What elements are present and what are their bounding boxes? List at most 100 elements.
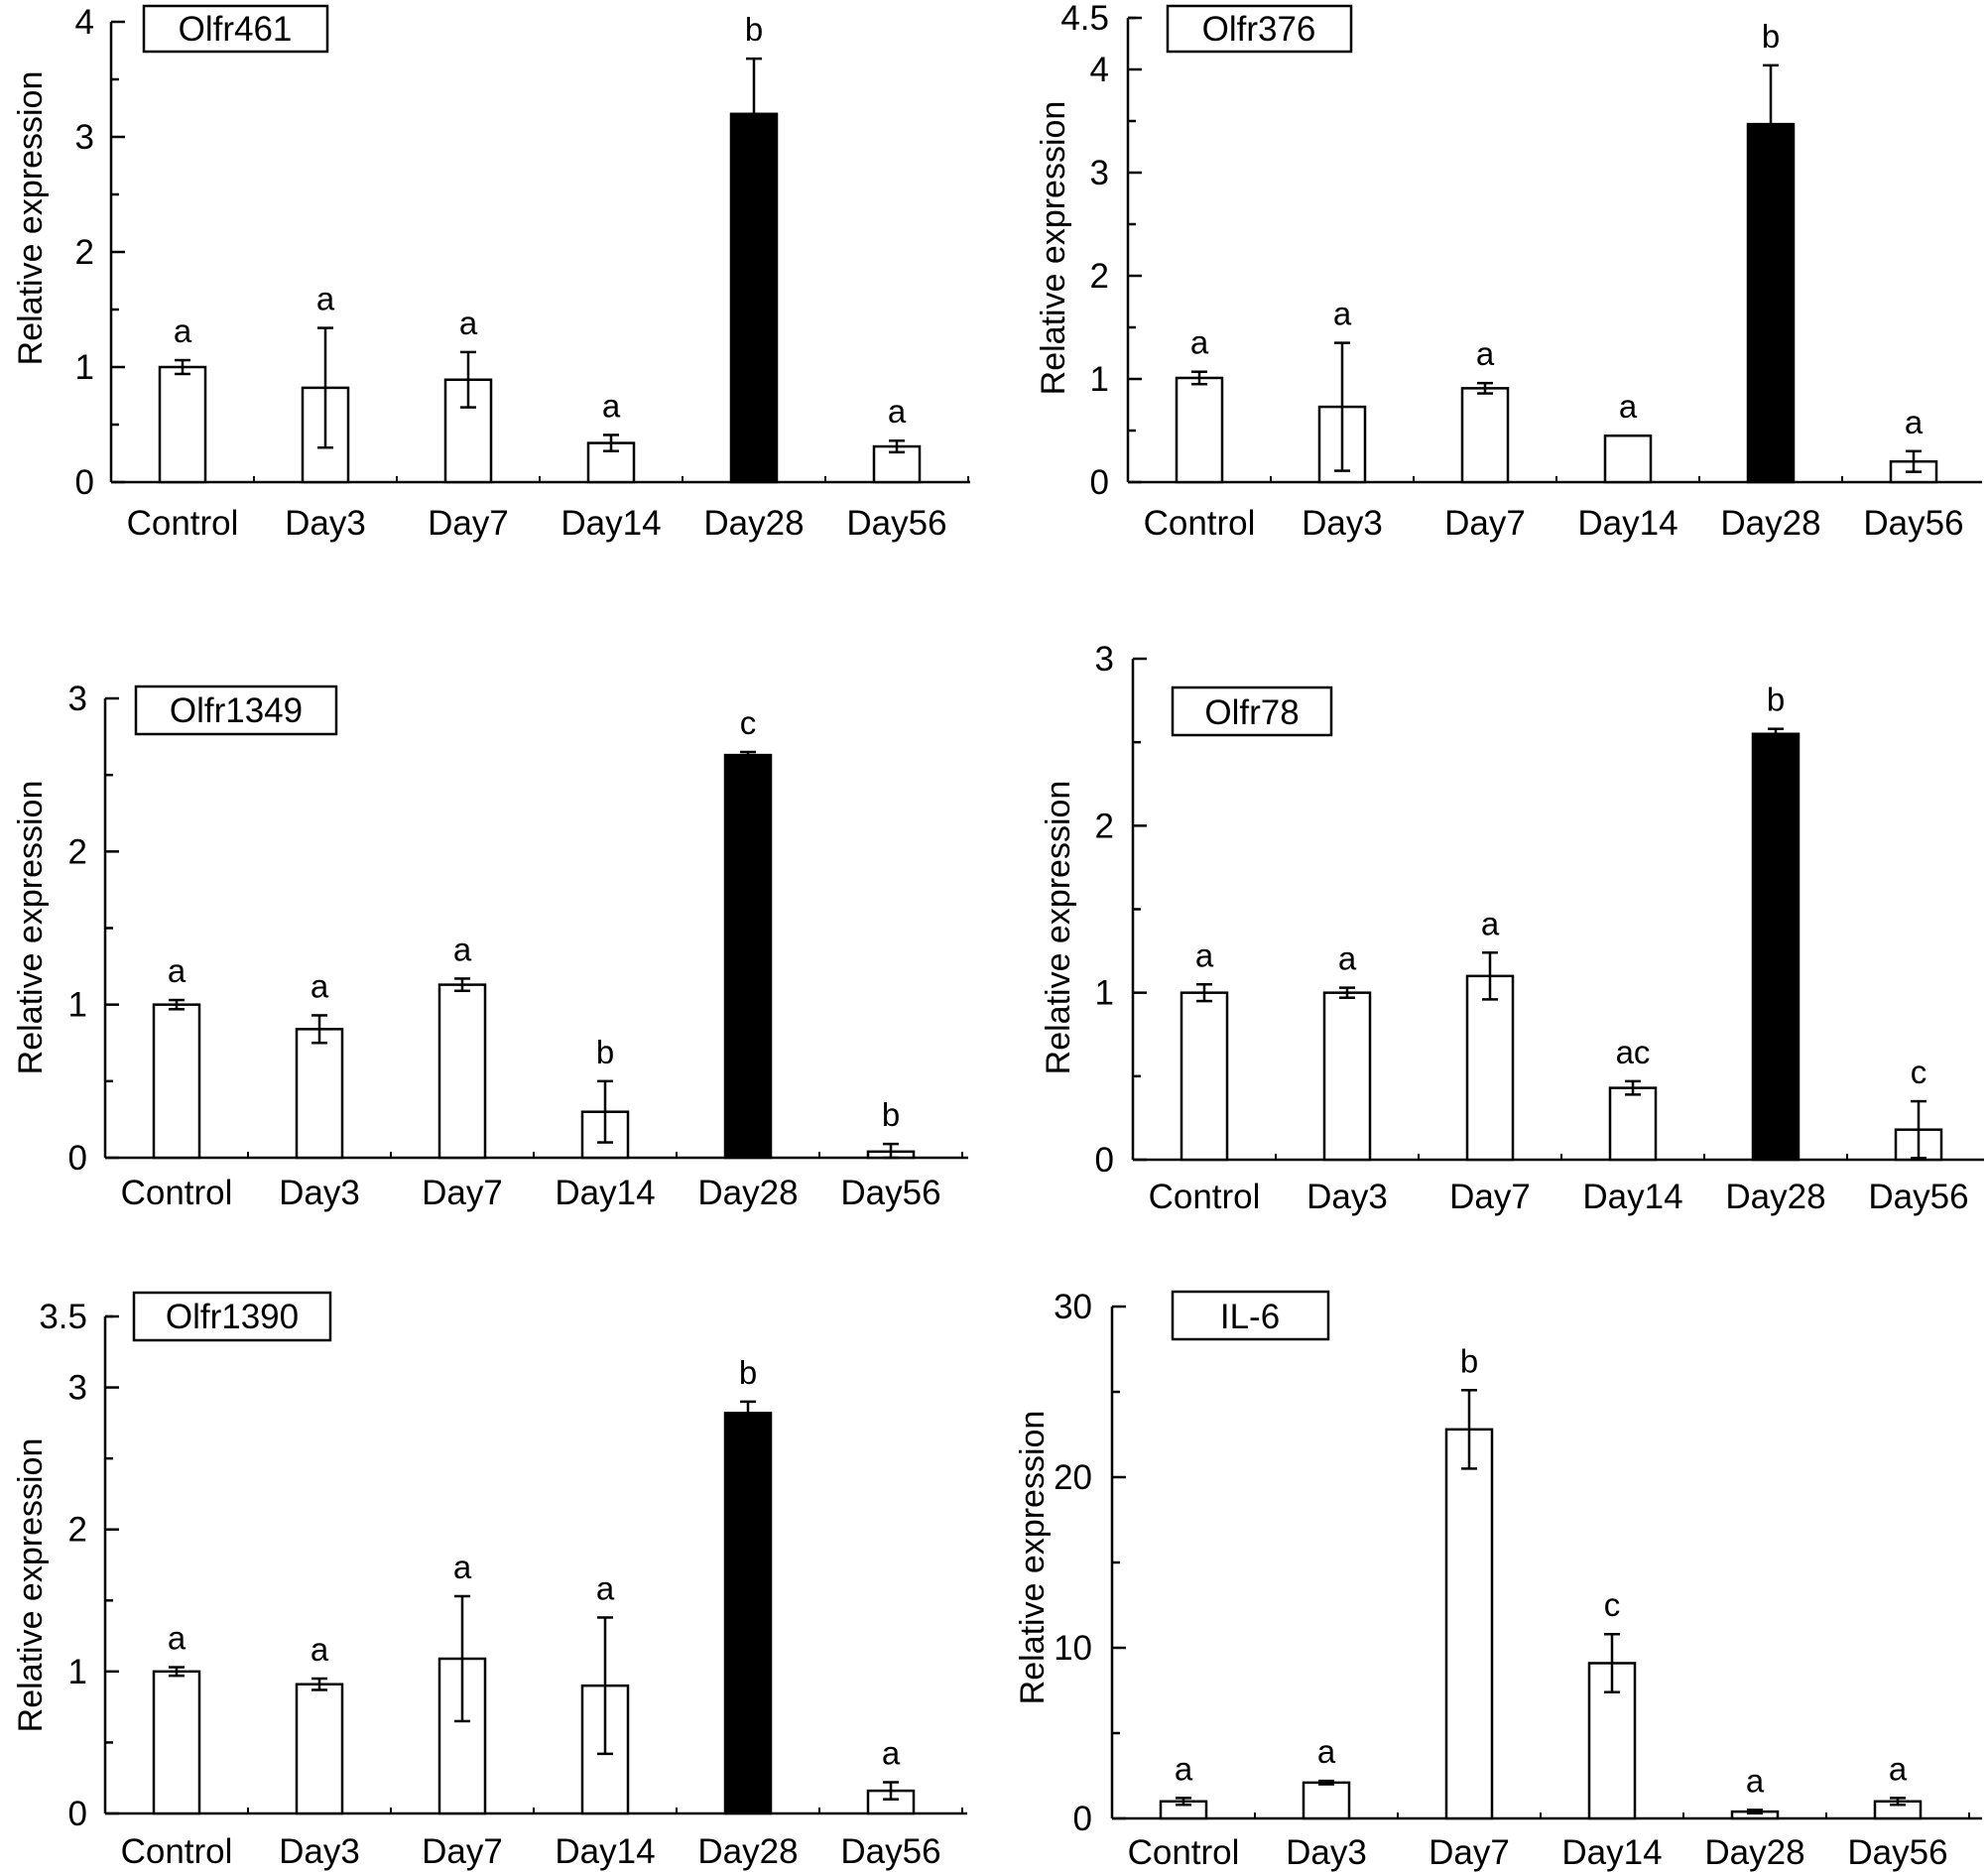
bar-day28 [1751,732,1801,1162]
significance-label: a [168,952,186,989]
significance-label: b [1460,1342,1478,1379]
significance-label: a [1190,324,1209,361]
category-label: Day14 [555,1174,655,1212]
bar-day3 [295,1028,344,1160]
significance-label: a [596,1569,615,1606]
category-label: Day3 [1302,504,1383,543]
category-label: Day3 [1306,1178,1388,1216]
y-tick-label: 2 [75,233,94,272]
y-tick-label: 3 [75,118,94,157]
category-label: Day14 [1577,504,1677,543]
bar-day14 [1603,434,1653,484]
y-axis-label: Relative expression [12,781,50,1075]
bar-day7 [1460,387,1510,484]
y-tick-label: 30 [1054,1288,1092,1326]
y-tick-label: 0 [1073,1800,1092,1838]
significance-label: a [316,281,335,317]
category-label: Day7 [1444,504,1526,543]
gene-title-box [1171,686,1333,737]
category-label: Day7 [1429,1833,1510,1872]
y-tick-label: 1 [75,348,94,387]
y-axis-label: Relative expression [1014,1411,1052,1705]
category-label: Day7 [422,1832,503,1871]
significance-label: a [888,393,907,430]
category-label: Day56 [840,1832,940,1871]
bar-control [1180,991,1229,1162]
category-label: Day14 [1582,1178,1682,1216]
significance-label: b [882,1096,900,1133]
bar-day14 [1608,1086,1658,1162]
significance-label: a [1338,940,1357,977]
gene-title-box [134,685,338,736]
y-tick-label: 3 [1090,154,1109,192]
category-label: Day3 [1286,1833,1367,1872]
bar-day28 [723,1412,773,1815]
panel-3: 0 1 2 3 Relative expression Olfr1349 a Control a… [12,680,968,1212]
category-label: Control [1128,1833,1240,1872]
y-tick-label: 3 [68,680,87,718]
bar-day7 [437,983,487,1160]
y-axis-label: Relative expression [1035,101,1072,396]
category-label: Control [1144,504,1256,543]
bar-control [152,1670,201,1815]
significance-label: c [1604,1586,1621,1623]
y-axis-label: Relative expression [1040,781,1077,1075]
y-tick-label: 4 [1090,51,1109,89]
significance-label: ac [1616,1034,1651,1070]
panel-4: 0 1 2 3 Relative expression Olfr78 a Control a Da… [1040,640,1984,1216]
y-tick-label: 3 [68,1369,87,1408]
y-tick-label: 0 [75,463,94,502]
category-label: Day28 [697,1832,798,1871]
significance-label: c [740,704,757,741]
category-label: Day7 [1449,1178,1531,1216]
y-tick-label: 4.5 [1060,0,1109,38]
gene-title-box [142,4,329,54]
significance-label: a [1333,296,1352,332]
significance-label: b [739,1354,757,1391]
y-tick-label: 20 [1054,1458,1092,1497]
gene-title: Olfr78 [1204,693,1299,732]
y-tick-label: 1 [1090,360,1109,399]
y-tick-label: 1 [68,986,87,1025]
significance-label: a [1317,1733,1336,1770]
gene-title: IL-6 [1220,1298,1280,1336]
y-tick-label: 0 [68,1139,87,1178]
significance-label: a [311,1631,329,1668]
significance-label: a [174,312,192,349]
category-label: Control [127,504,239,543]
category-label: Control [121,1832,233,1871]
gene-title: Olfr376 [1202,10,1316,49]
significance-label: b [745,11,763,48]
category-label: Day3 [279,1174,360,1212]
significance-label: c [1911,1054,1927,1090]
significance-label: a [882,1735,901,1772]
category-label: Day14 [560,504,661,543]
significance-label: a [1195,936,1214,973]
category-label: Day28 [703,504,804,543]
significance-label: b [1762,18,1780,55]
bar-control [1175,376,1224,484]
category-label: Day28 [1704,1833,1804,1872]
significance-label: a [311,967,329,1004]
gene-title-box [132,1291,332,1342]
category-label: Day7 [428,504,509,543]
significance-label: a [1746,1762,1765,1799]
bar-control [158,365,207,484]
bar-day28 [723,753,773,1160]
significance-label: a [1175,1750,1193,1787]
significance-label: a [1889,1750,1908,1787]
significance-label: a [1619,388,1638,425]
significance-label: b [1767,682,1785,718]
bar-day7 [1465,974,1515,1162]
y-tick-label: 3.5 [39,1298,87,1336]
panel-5: 0 1 2 3 3.5 Relative expression Olfr1390 a Contr… [12,1291,967,1871]
category-label: Day56 [846,504,946,543]
y-tick-label: 0 [1090,463,1109,502]
category-label: Day28 [697,1174,798,1212]
significance-label: a [453,931,472,967]
y-tick-label: 10 [1054,1629,1092,1668]
significance-label: a [602,387,621,424]
category-label: Day56 [1863,504,1963,543]
